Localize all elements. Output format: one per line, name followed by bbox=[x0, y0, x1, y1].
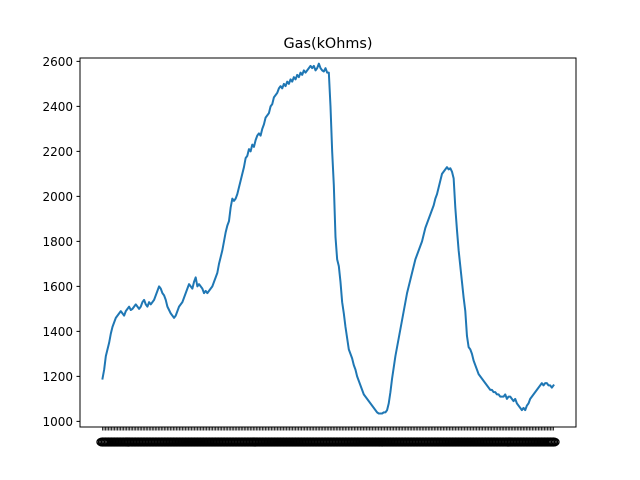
y-tick-label: 2200 bbox=[42, 145, 73, 159]
y-tick-label: 1200 bbox=[42, 370, 73, 384]
x-tick-label bbox=[547, 437, 560, 447]
series-line-gas bbox=[101, 62, 555, 415]
plot-area bbox=[101, 62, 555, 415]
x-axis bbox=[96, 427, 560, 447]
axes-frame bbox=[79, 57, 577, 428]
y-tick-label: 2600 bbox=[42, 55, 73, 69]
y-tick-label: 1400 bbox=[42, 325, 73, 339]
chart-title: Gas(kOhms) bbox=[284, 36, 373, 52]
y-axis: 1000 1200 1400 1600 1800 2000 2200 2400 2600 bbox=[42, 55, 80, 429]
y-tick-label: 2000 bbox=[42, 190, 73, 204]
y-tick-label: 1800 bbox=[42, 235, 73, 249]
y-tick-label: 1000 bbox=[42, 415, 73, 429]
y-tick-label: 2400 bbox=[42, 100, 73, 114]
y-tick-label: 1600 bbox=[42, 280, 73, 294]
